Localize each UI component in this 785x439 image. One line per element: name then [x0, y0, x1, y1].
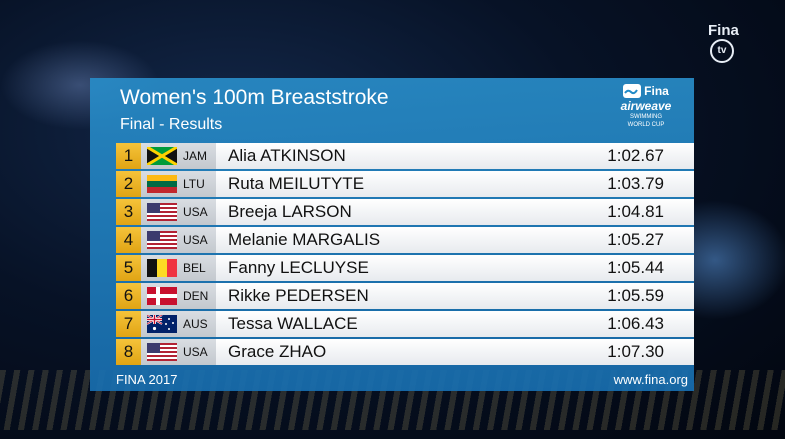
website-text: www.fina.org: [613, 372, 688, 387]
nation-cell: USA: [141, 199, 216, 225]
result-row: 2 LTU Ruta MEILUTYTE 1:03.79: [116, 171, 694, 197]
nation-cell: BEL: [141, 255, 216, 281]
athlete-name: Grace ZHAO: [228, 342, 327, 361]
athlete-name: Melanie MARGALIS: [228, 230, 381, 249]
nation-cell: DEN: [141, 283, 216, 309]
copyright-text: FINA 2017: [116, 372, 178, 387]
result-row: 4 USA Melanie MARGALIS 1:05.27: [116, 227, 694, 253]
usa-flag-icon: [147, 231, 177, 249]
country-code: DEN: [183, 289, 209, 303]
finish-time: 1:04.81: [607, 202, 664, 221]
result-row: 7 AUS Tessa: [116, 311, 694, 337]
athlete-name: Breeja LARSON: [228, 202, 352, 221]
rank-badge: 7: [116, 311, 141, 337]
nation-cell: USA: [141, 227, 216, 253]
country-code: AUS: [183, 317, 208, 331]
australia-flag-icon: [147, 315, 177, 333]
country-code: USA: [183, 205, 208, 219]
athlete-name: Alia ATKINSON: [228, 146, 346, 165]
sponsor-logo: Fina airweave SWIMMING WORLD CUP: [606, 84, 686, 140]
athlete-name: Ruta MEILUTYTE: [228, 174, 365, 193]
finish-time: 1:05.27: [607, 230, 664, 249]
rank-badge: 1: [116, 143, 141, 169]
nation-cell: LTU: [141, 171, 216, 197]
country-code: BEL: [183, 261, 206, 275]
usa-flag-icon: [147, 203, 177, 221]
finish-time: 1:03.79: [607, 174, 664, 193]
result-row: 5 BEL Fanny LECLUYSE 1:05.44: [116, 255, 694, 281]
finish-time: 1:07.30: [607, 342, 664, 361]
sponsor-airweave-text: airweave: [620, 99, 672, 113]
results-footer: FINA 2017 www.fina.org: [116, 369, 694, 391]
athlete-name: Fanny LECLUYSE: [228, 258, 369, 277]
fina-tv-logo-text: Fina: [708, 22, 739, 39]
sponsor-line2: WORLD CUP: [627, 122, 665, 128]
denmark-flag-icon: [147, 287, 177, 305]
country-code: LTU: [183, 177, 205, 191]
nation-cell: AUS: [141, 311, 216, 337]
rank-badge: 5: [116, 255, 141, 281]
jamaica-flag-icon: [147, 147, 177, 165]
country-code: JAM: [183, 149, 207, 163]
nation-cell: JAM: [141, 143, 216, 169]
country-code: USA: [183, 233, 208, 247]
sponsor-line1: SWIMMING: [630, 114, 662, 120]
results-list: 1 JAM Alia ATKINSON 1:02.67 2: [116, 143, 694, 367]
sponsor-fina-text: Fina: [644, 84, 669, 98]
finish-time: 1:05.44: [607, 258, 664, 277]
rank-badge: 3: [116, 199, 141, 225]
athlete-name: Tessa WALLACE: [228, 314, 358, 333]
rank-badge: 8: [116, 339, 141, 365]
event-title: Women's 100m Breaststroke: [120, 86, 389, 109]
nation-cell: USA: [141, 339, 216, 365]
event-subtitle: Final - Results: [120, 116, 223, 133]
country-code: USA: [183, 345, 208, 359]
results-header: Women's 100m Breaststroke Final - Result…: [90, 78, 694, 142]
result-row: 1 JAM Alia ATKINSON 1:02.67: [116, 143, 694, 169]
result-row: 3 USA Breeja LARSON 1:04.81: [116, 199, 694, 225]
finish-time: 1:05.59: [607, 286, 664, 305]
finish-time: 1:02.67: [607, 146, 664, 165]
usa-flag-icon: [147, 343, 177, 361]
tv-badge-icon: tv: [710, 39, 734, 63]
fina-tv-logo: Finatv: [708, 22, 764, 63]
belgium-flag-icon: [147, 259, 177, 277]
rank-badge: 4: [116, 227, 141, 253]
fina-wave-icon: [623, 84, 642, 98]
result-row: 6 DEN Rikke PEDERSEN 1:05.59: [116, 283, 694, 309]
result-row: 8 USA Grace ZHAO 1:07.30: [116, 339, 694, 365]
rank-badge: 6: [116, 283, 141, 309]
finish-time: 1:06.43: [607, 314, 664, 333]
lithuania-flag-icon: [147, 175, 177, 193]
rank-badge: 2: [116, 171, 141, 197]
athlete-name: Rikke PEDERSEN: [228, 286, 369, 305]
results-panel: Women's 100m Breaststroke Final - Result…: [90, 78, 694, 391]
